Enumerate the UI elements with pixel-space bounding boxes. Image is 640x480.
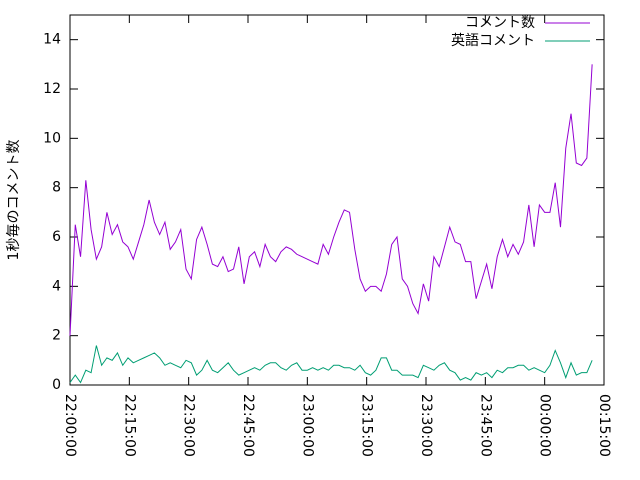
y-tick-label: 2	[52, 328, 61, 344]
x-tick-label: 00:00:00	[537, 394, 553, 457]
y-tick-label: 10	[43, 130, 61, 146]
x-tick-label: 22:15:00	[121, 394, 137, 457]
x-tick-label: 23:15:00	[359, 394, 375, 457]
x-tick-label: 23:45:00	[477, 394, 493, 457]
line-series	[69, 64, 593, 336]
y-tick-label: 14	[43, 32, 61, 48]
x-tick-label: 22:45:00	[240, 394, 256, 457]
y-tick-label: 0	[52, 377, 61, 393]
legend-label: 英語コメント	[451, 32, 535, 49]
y-tick-label: 8	[52, 180, 61, 196]
x-tick-label: 00:15:00	[596, 394, 612, 457]
y-tick-label: 12	[43, 81, 61, 97]
legend-label: コメント数	[465, 15, 535, 31]
plot-border	[69, 14, 605, 386]
x-tick-label: 22:30:00	[181, 394, 197, 457]
x-tick-label: 23:00:00	[299, 394, 315, 457]
x-tick-label: 23:30:00	[418, 394, 434, 457]
y-tick-label: 6	[52, 229, 61, 245]
line-series	[69, 345, 593, 384]
x-tick-label: 22:00:00	[62, 394, 78, 457]
y-axis-label: 1秒毎のコメント数	[6, 140, 22, 261]
y-tick-label: 4	[52, 278, 61, 294]
